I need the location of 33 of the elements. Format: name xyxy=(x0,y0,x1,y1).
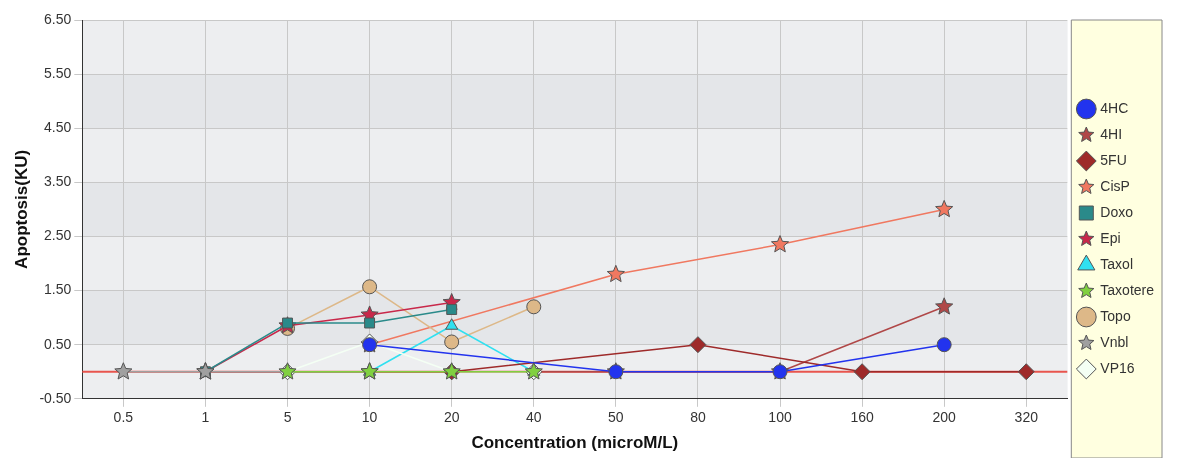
legend-label: Taxol xyxy=(1100,255,1133,272)
y-tick-label: -0.50 xyxy=(39,389,72,406)
y-tick-label: 1.50 xyxy=(44,281,72,298)
legend-label: 5FU xyxy=(1100,151,1127,168)
legend-label: VP16 xyxy=(1100,359,1135,376)
x-tick-label: 200 xyxy=(932,409,957,426)
y-axis-title: Apoptosis(KU) xyxy=(11,149,31,269)
x-tick-label: 160 xyxy=(850,409,874,426)
y-tick-label: 3.50 xyxy=(44,173,72,190)
legend-label: Taxotere xyxy=(1100,281,1155,298)
legend-label: Doxo xyxy=(1100,203,1134,220)
x-tick-label: 80 xyxy=(690,409,706,426)
legend-label: Epi xyxy=(1100,229,1121,246)
x-axis-title: Concentration (microM/L) xyxy=(471,433,679,453)
x-tick-label: 320 xyxy=(1014,409,1039,426)
legend-label: Topo xyxy=(1100,307,1131,324)
x-tick-label: 50 xyxy=(608,409,624,426)
x-tick-label: 0.5 xyxy=(113,409,134,426)
y-tick-label: 0.50 xyxy=(44,335,72,352)
x-tick-label: 5 xyxy=(283,409,292,426)
y-tick-label: 2.50 xyxy=(44,227,72,244)
x-tick-label: 10 xyxy=(361,409,378,426)
legend-label: 4HI xyxy=(1100,125,1123,142)
x-tick-label: 100 xyxy=(768,409,792,426)
y-tick-label: 4.50 xyxy=(44,119,72,136)
legend-label: CisP xyxy=(1100,177,1130,194)
x-tick-label: 20 xyxy=(443,409,460,426)
y-tick-label: 6.50 xyxy=(44,10,72,27)
x-tick-label: 1 xyxy=(201,409,210,426)
legend-label: Vnbl xyxy=(1100,333,1129,350)
legend-label: 4HC xyxy=(1100,99,1129,116)
x-tick-label: 40 xyxy=(525,409,542,426)
y-tick-label: 5.50 xyxy=(44,64,72,81)
